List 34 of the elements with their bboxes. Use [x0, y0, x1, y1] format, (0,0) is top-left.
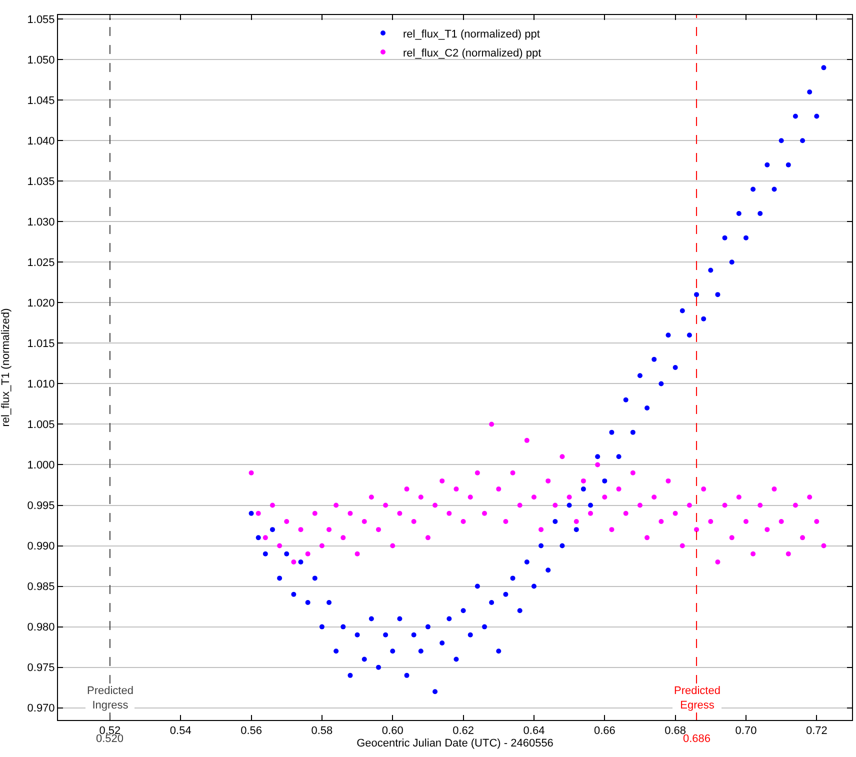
ref-line-label: Predicted Ingress: [87, 685, 134, 712]
x-tick-label: 0.66: [594, 725, 616, 738]
y-tick-label: 1.045: [27, 94, 55, 107]
y-tick-label: 0.990: [27, 540, 55, 553]
x-tick-label: 0.54: [170, 725, 192, 738]
x-axis-title: Geocentric Julian Date (UTC) - 2460556: [356, 737, 554, 750]
x-tick-label: 0.64: [523, 725, 545, 738]
x-tick-label: 0.56: [240, 725, 262, 738]
y-tick-label: 0.985: [27, 581, 55, 594]
legend-label: rel_flux_C2 (normalized) ppt: [403, 47, 542, 60]
y-tick-label: 1.035: [27, 176, 55, 188]
y-tick-label: 1.025: [27, 257, 55, 270]
y-tick-label: 1.055: [27, 14, 55, 26]
y-tick-label: 1.010: [27, 378, 55, 391]
y-tick-label: 0.995: [27, 500, 55, 512]
y-tick-label: 1.030: [27, 216, 55, 228]
x-tick-label: 0.60: [382, 725, 404, 738]
y-tick-label: 1.015: [27, 338, 55, 350]
y-tick-label: 0.975: [27, 662, 55, 674]
text: 0.686: [683, 733, 711, 745]
x-tick-label: 0.58: [311, 725, 333, 738]
legend-label: rel_flux_T1 (normalized) ppt: [403, 28, 540, 40]
ref-line-label: Predicted Egress: [674, 685, 720, 712]
y-tick-label: 1.050: [27, 54, 55, 66]
y-tick-label: 0.970: [27, 702, 55, 715]
x-tick-label: 0.62: [452, 725, 474, 738]
y-tick-label: 1.020: [27, 298, 55, 310]
x-tick-label: 0.70: [735, 725, 757, 738]
y-tick-label: 0.980: [27, 622, 55, 634]
y-tick-label: 1.000: [27, 460, 55, 472]
y-tick-label: 1.005: [27, 419, 55, 432]
y-tick-label: 1.040: [27, 135, 55, 148]
x-tick-label: 0.72: [806, 725, 828, 738]
y-axis-title: rel_flux_T1 (normalized): [0, 308, 12, 427]
